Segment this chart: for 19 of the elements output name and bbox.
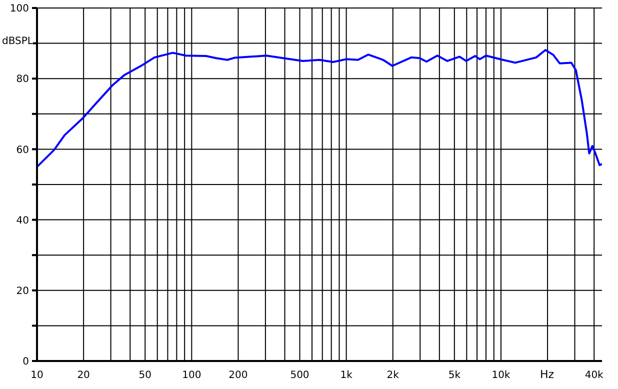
x-tick-label: 40k <box>584 370 604 382</box>
y-tick-label: 100 <box>10 4 29 15</box>
x-tick-label: 500 <box>290 370 310 382</box>
x-tick-label: 200 <box>228 370 248 382</box>
x-tick-label: 50 <box>138 370 152 382</box>
x-tick-label: 1k <box>340 370 353 382</box>
y-tick-label: 80 <box>16 74 29 86</box>
y-axis-title: dBSPL <box>2 36 33 47</box>
x-tick-label: 20 <box>77 370 90 382</box>
y-tick-label: 20 <box>16 286 29 297</box>
y-tick-label: 40 <box>16 215 29 226</box>
y-tick-label: 0 <box>22 356 29 368</box>
x-tick-label: 100 <box>182 370 202 382</box>
x-tick-label: 10k <box>492 370 510 382</box>
x-axis-title: Hz <box>540 368 554 381</box>
x-tick-label: 5k <box>448 370 461 382</box>
x-tick-label: 2k <box>386 370 400 382</box>
x-tick-label: 10 <box>30 370 44 382</box>
y-tick-label: 60 <box>16 144 29 156</box>
